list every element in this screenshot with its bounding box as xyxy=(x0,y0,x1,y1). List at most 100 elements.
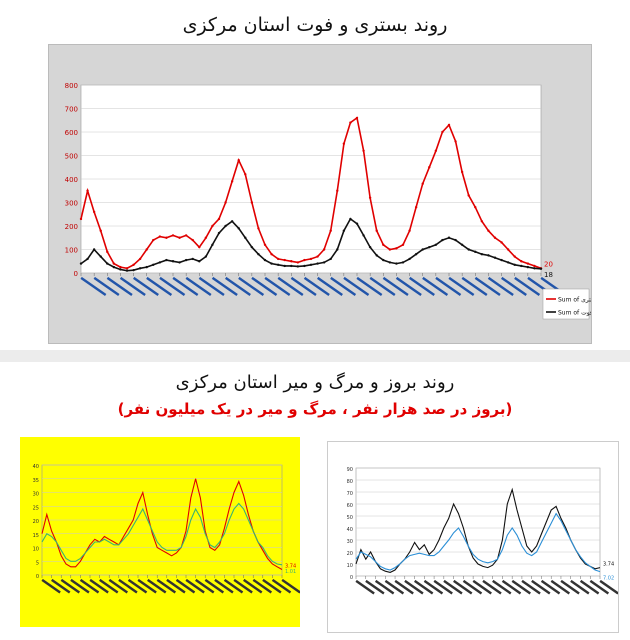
data-point xyxy=(513,263,516,266)
legend-label: Sum of فوت xyxy=(558,310,591,317)
x-tick-label-mark xyxy=(51,578,71,594)
data-point xyxy=(460,243,464,246)
x-tick-label-mark xyxy=(487,276,514,297)
data-point xyxy=(375,229,378,232)
data-point xyxy=(296,261,300,264)
data-point xyxy=(408,229,411,232)
data-point xyxy=(237,227,240,230)
y-tick-label: 40 xyxy=(33,464,39,470)
x-tick-label-mark xyxy=(252,578,273,594)
data-point xyxy=(421,182,424,185)
page-subtitle-units: (بروز در صد هزار نفر ، مرگ و میر در یک م… xyxy=(117,400,513,418)
data-point xyxy=(112,262,116,265)
x-tick-label-mark xyxy=(119,276,146,297)
data-point xyxy=(224,201,227,204)
data-point xyxy=(178,261,181,264)
data-point xyxy=(270,253,273,256)
x-tick-label-mark xyxy=(195,578,215,594)
data-point xyxy=(421,248,424,251)
x-tick-label-mark xyxy=(500,276,527,297)
data-point xyxy=(500,241,503,244)
x-tick-label-mark xyxy=(474,276,501,297)
data-point xyxy=(171,234,175,237)
y-tick-label: 20 xyxy=(347,551,353,557)
data-point xyxy=(309,257,313,261)
x-tick-label-mark xyxy=(238,276,265,297)
data-point xyxy=(230,180,234,183)
x-tick-label-mark xyxy=(223,578,244,594)
data-point xyxy=(447,123,451,127)
data-point xyxy=(388,248,392,251)
data-point xyxy=(428,245,431,249)
data-point xyxy=(237,159,240,162)
data-point xyxy=(106,262,109,265)
data-point xyxy=(316,262,319,265)
y-tick-label: 700 xyxy=(65,106,78,114)
data-point xyxy=(349,121,352,124)
data-point xyxy=(428,166,431,169)
data-point xyxy=(165,236,168,239)
x-tick-label-mark xyxy=(550,579,571,595)
legend-label: Sum of بستری xyxy=(558,297,591,304)
x-tick-label-mark xyxy=(461,276,488,297)
data-point xyxy=(493,236,497,239)
x-tick-label-mark xyxy=(599,579,619,595)
x-tick-label-mark xyxy=(492,579,512,595)
data-point xyxy=(336,248,339,251)
x-tick-label-mark xyxy=(330,276,357,297)
data-point xyxy=(92,210,96,214)
x-tick-label-mark xyxy=(395,276,422,297)
x-tick-label-mark xyxy=(159,276,186,297)
data-point xyxy=(355,116,359,120)
y-tick-label: 10 xyxy=(33,547,39,553)
y-tick-label: 5 xyxy=(36,560,39,566)
data-point xyxy=(165,258,168,262)
x-tick-label-mark xyxy=(281,578,301,594)
x-tick-label-mark xyxy=(462,579,483,595)
y-tick-label: 30 xyxy=(33,492,39,498)
x-tick-label-mark xyxy=(355,579,375,595)
data-point xyxy=(145,248,148,251)
y-tick-label: 40 xyxy=(347,527,353,533)
data-point xyxy=(230,220,234,223)
data-point xyxy=(500,258,503,262)
data-point xyxy=(487,229,490,232)
page-title-incidence: روند بروز و مرگ و میر استان مرکزی xyxy=(175,372,455,393)
data-point xyxy=(395,262,398,265)
data-point xyxy=(382,243,385,246)
data-point xyxy=(99,255,102,258)
data-point xyxy=(395,247,398,250)
x-tick-label-mark xyxy=(521,579,541,595)
x-tick-label-mark xyxy=(316,276,343,297)
x-tick-label-mark xyxy=(79,578,100,594)
data-point xyxy=(191,238,194,242)
y-tick-label: 90 xyxy=(347,467,353,473)
x-tick-label-mark xyxy=(108,578,129,594)
y-tick-label: 15 xyxy=(33,533,39,539)
y-tick-label: 30 xyxy=(347,539,353,545)
data-point xyxy=(198,260,201,263)
data-point xyxy=(211,243,214,246)
data-point xyxy=(152,263,155,266)
y-tick-label: 60 xyxy=(347,503,353,509)
legend-box xyxy=(542,288,590,320)
data-point xyxy=(474,250,477,254)
data-point xyxy=(250,245,254,249)
y-tick-label: 400 xyxy=(65,176,78,184)
x-tick-label-mark xyxy=(290,276,317,297)
data-point xyxy=(204,255,208,258)
data-point xyxy=(145,265,148,269)
x-tick-label-mark xyxy=(89,578,109,594)
data-point xyxy=(322,248,326,251)
y-tick-label: 200 xyxy=(65,223,78,231)
x-tick-label-mark xyxy=(423,579,444,595)
data-point xyxy=(342,142,346,145)
data-point xyxy=(474,206,477,209)
x-tick-label-mark xyxy=(156,578,177,594)
x-tick-label-mark xyxy=(570,579,590,595)
x-tick-label-mark xyxy=(531,579,551,595)
data-point xyxy=(460,170,464,174)
x-tick-label-mark xyxy=(127,578,148,594)
x-tick-label-mark xyxy=(374,579,395,595)
x-tick-label-mark xyxy=(93,276,120,297)
